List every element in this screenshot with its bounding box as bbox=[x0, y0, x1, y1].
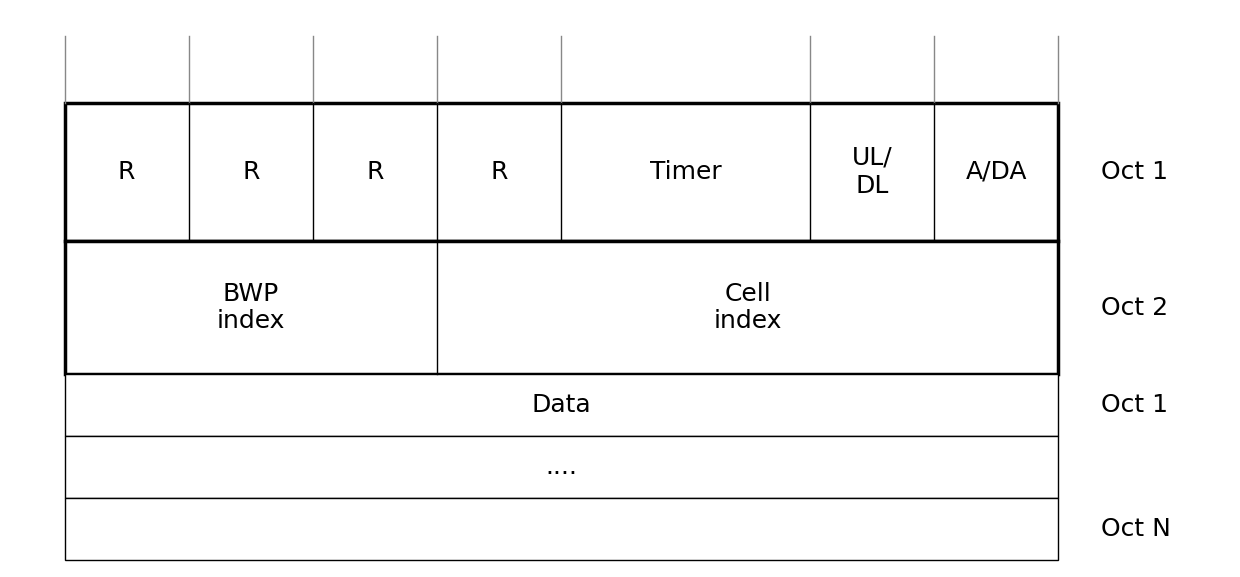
Text: Cell
index: Cell index bbox=[713, 282, 782, 334]
Text: Oct N: Oct N bbox=[1101, 517, 1172, 541]
Bar bbox=[64, 498, 1058, 560]
Text: A/DA: A/DA bbox=[966, 160, 1027, 184]
Text: R: R bbox=[491, 160, 508, 184]
Text: Oct 1: Oct 1 bbox=[1101, 160, 1168, 184]
Bar bbox=[64, 436, 1058, 498]
Text: ....: .... bbox=[546, 455, 578, 479]
Text: Oct 2: Oct 2 bbox=[1101, 295, 1168, 320]
Text: UL/
DL: UL/ DL bbox=[852, 146, 893, 198]
Text: Timer: Timer bbox=[650, 160, 722, 184]
Text: BWP
index: BWP index bbox=[217, 282, 285, 334]
Text: Data: Data bbox=[532, 393, 591, 417]
Bar bbox=[64, 241, 1058, 374]
Bar bbox=[64, 103, 1058, 241]
Text: R: R bbox=[118, 160, 135, 184]
Text: R: R bbox=[242, 160, 259, 184]
Text: R: R bbox=[366, 160, 383, 184]
Text: Oct 1: Oct 1 bbox=[1101, 393, 1168, 417]
Bar bbox=[64, 374, 1058, 436]
